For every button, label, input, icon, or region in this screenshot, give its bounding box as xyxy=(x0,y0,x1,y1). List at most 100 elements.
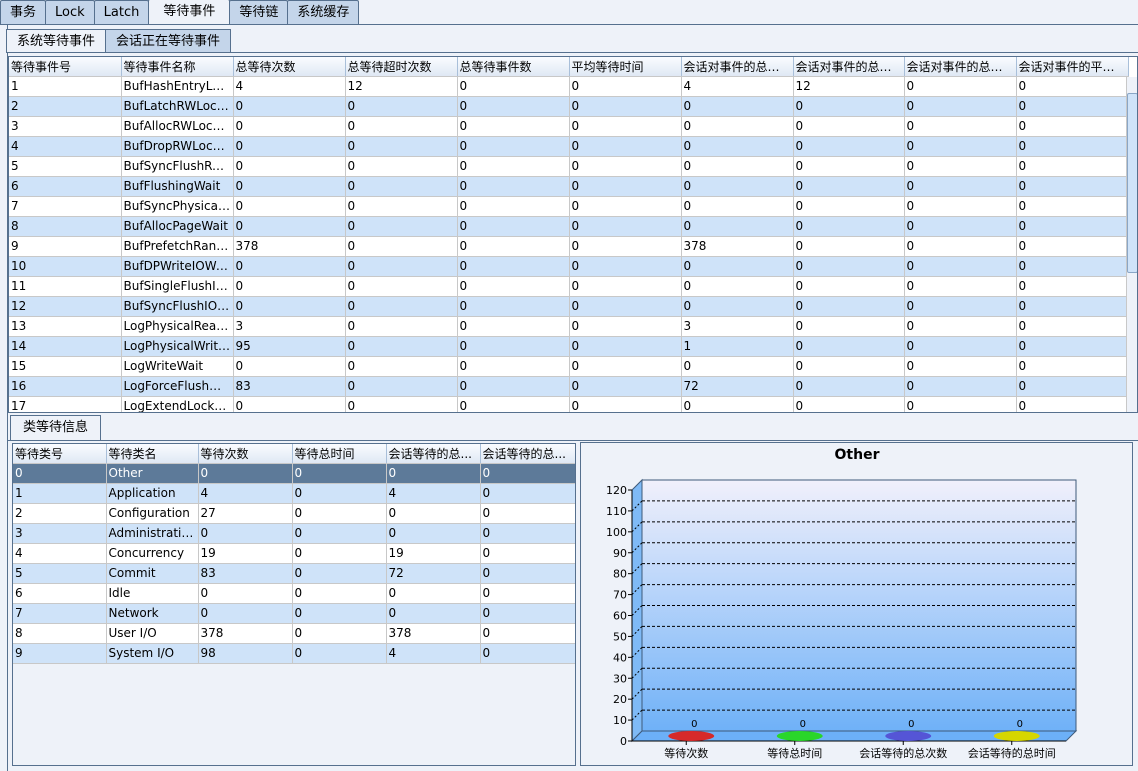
table-cell: 0 xyxy=(345,396,458,412)
column-header[interactable]: 会话对事件的总等... xyxy=(904,57,1017,77)
table-row[interactable]: 2 Configuration 27 0 0 0 xyxy=(13,503,575,524)
column-header[interactable]: 总等待事件数 xyxy=(457,57,570,77)
table-cell: 0 xyxy=(345,376,458,397)
column-header[interactable]: 会话对事件的平均... xyxy=(1016,57,1129,77)
top-tab[interactable]: 等待链 xyxy=(229,0,289,24)
table-cell: 11 xyxy=(9,276,122,297)
x-tick-label: 会话等待的总时间 xyxy=(968,746,1056,760)
table-cell: 0 xyxy=(681,96,794,117)
table-row[interactable]: 9 System I/O 98 0 4 0 xyxy=(13,643,575,664)
top-tab[interactable]: Lock xyxy=(45,0,95,24)
table-cell: 0 xyxy=(292,563,387,584)
table-cell: 4 xyxy=(386,483,481,504)
table-row[interactable]: 10 BufDPWriteIOWait 0 0 0 0 0 0 0 0 xyxy=(9,256,1129,277)
tab-session-waiting-events[interactable]: 会话正在等待事件 xyxy=(105,29,232,52)
column-header[interactable]: 等待类号 xyxy=(13,444,107,464)
table-row[interactable]: 1 BufHashEntryLoc... 4 12 0 0 4 12 0 0 xyxy=(9,76,1129,97)
top-tab[interactable]: Latch xyxy=(93,0,150,24)
table-cell: 0 xyxy=(793,296,905,317)
table-cell: 3 xyxy=(9,116,122,137)
column-header[interactable]: 等待总时间 xyxy=(292,444,387,464)
column-header[interactable]: 总等待次数 xyxy=(233,57,346,77)
column-header[interactable]: 等待事件名称 xyxy=(121,57,234,77)
table-row[interactable]: 4 BufDropRWLock... 0 0 0 0 0 0 0 0 xyxy=(9,136,1129,157)
x-tick-label: 等待次数 xyxy=(664,746,708,760)
table-row[interactable]: 6 BufFlushingWait 0 0 0 0 0 0 0 0 xyxy=(9,176,1129,197)
table-cell: 0 xyxy=(904,396,1017,412)
table-cell: 0 xyxy=(457,216,570,237)
table-row[interactable]: 3 BufAllocRWLock... 0 0 0 0 0 0 0 0 xyxy=(9,116,1129,137)
table-row[interactable]: 4 Concurrency 19 0 19 0 xyxy=(13,543,575,564)
table-row[interactable]: 12 BufSyncFlushIOW... 0 0 0 0 0 0 0 0 xyxy=(9,296,1129,317)
table-row[interactable]: 7 BufSyncPhysicalR... 0 0 0 0 0 0 0 0 xyxy=(9,196,1129,217)
table-row[interactable]: 11 BufSingleFlushIO... 0 0 0 0 0 0 0 0 xyxy=(9,276,1129,297)
x-tick-label: 等待总时间 xyxy=(767,746,822,760)
top-tab[interactable]: 事务 xyxy=(0,0,47,24)
table-cell: 0 xyxy=(569,96,682,117)
table-cell: 0 xyxy=(904,276,1017,297)
tab-system-wait-events[interactable]: 系统等待事件 xyxy=(6,29,107,53)
column-header[interactable]: 总等待超时次数 xyxy=(345,57,458,77)
table-cell: 0 xyxy=(345,136,458,157)
table-cell: 0 xyxy=(457,176,570,197)
scrollbar-thumb[interactable] xyxy=(1127,93,1137,273)
wait-class-table: 等待类号 等待类名 等待次数 等待总时间 会话等待的总... 会话等待的总... 0 Othe… xyxy=(12,443,576,766)
column-header[interactable]: 会话对事件的总等... xyxy=(793,57,905,77)
table-row[interactable]: 3 Administrative 0 0 0 0 xyxy=(13,523,575,544)
table-row[interactable]: 7 Network 0 0 0 0 xyxy=(13,603,575,624)
table-row[interactable]: 17 LogExtendLockWait 0 0 0 0 0 0 0 0 xyxy=(9,396,1129,412)
column-header[interactable]: 等待事件号 xyxy=(9,57,122,77)
table-cell: 0 xyxy=(457,356,570,377)
table-cell: 0 xyxy=(1016,116,1129,137)
table-cell: 0 xyxy=(386,463,481,484)
table-row[interactable]: 15 LogWriteWait 0 0 0 0 0 0 0 0 xyxy=(9,356,1129,377)
table-cell: 0 xyxy=(345,316,458,337)
table-cell: 0 xyxy=(292,483,387,504)
table-cell: 0 xyxy=(793,156,905,177)
table-cell: 0 xyxy=(681,256,794,277)
tab-class-wait-info[interactable]: 类等待信息 xyxy=(10,415,102,441)
table-cell: 0 xyxy=(345,176,458,197)
column-header[interactable]: 会话等待的总... xyxy=(386,444,481,464)
table-cell: 0 xyxy=(386,503,481,524)
table-cell: 0 xyxy=(793,136,905,157)
column-header[interactable]: 等待类名 xyxy=(106,444,199,464)
top-tab[interactable]: 等待事件 xyxy=(148,0,231,24)
table-cell: 0 xyxy=(457,296,570,317)
table-cell: 0 xyxy=(569,256,682,277)
column-header[interactable]: 会话对事件的总等... xyxy=(681,57,794,77)
column-header[interactable]: 等待次数 xyxy=(198,444,293,464)
table-row[interactable]: 6 Idle 0 0 0 0 xyxy=(13,583,575,604)
table-cell: 0 xyxy=(1016,276,1129,297)
table-row[interactable]: 8 User I/O 378 0 378 0 xyxy=(13,623,575,644)
vertical-scrollbar[interactable] xyxy=(1126,77,1137,412)
table-row[interactable]: 0 Other 0 0 0 0 xyxy=(13,463,575,484)
table-row[interactable]: 5 BufSyncFlushRW... 0 0 0 0 0 0 0 0 xyxy=(9,156,1129,177)
left-frame xyxy=(0,0,8,771)
column-header[interactable]: 会话等待的总... xyxy=(480,444,575,464)
table-cell: 72 xyxy=(681,376,794,397)
column-header[interactable]: 平均等待时间 xyxy=(569,57,682,77)
table-cell: 13 xyxy=(9,316,122,337)
table-row[interactable]: 14 LogPhysicalWriteI... 95 0 0 0 1 0 0 0 xyxy=(9,336,1129,357)
table-cell: 0 xyxy=(793,96,905,117)
table-cell: 12 xyxy=(345,76,458,97)
table-row[interactable]: 16 LogForceFlushWait 83 0 0 0 72 0 0 0 xyxy=(9,376,1129,397)
table-row[interactable]: 13 LogPhysicalReadI... 3 0 0 0 3 0 0 0 xyxy=(9,316,1129,337)
table-row[interactable]: 2 BufLatchRWLock... 0 0 0 0 0 0 0 0 xyxy=(9,96,1129,117)
wait-events-table: 等待事件号 等待事件名称 总等待次数 总等待超时次数 总等待事件数 平均等待时间 会话对事件… xyxy=(8,56,1138,413)
table-cell: 0 xyxy=(345,156,458,177)
top-tab[interactable]: 系统缓存 xyxy=(287,0,360,24)
data-label: 0 xyxy=(908,719,914,730)
table-cell: 10 xyxy=(9,256,122,277)
table-row[interactable]: 5 Commit 83 0 72 0 xyxy=(13,563,575,584)
table-cell: 0 xyxy=(1016,96,1129,117)
table-cell: 0 xyxy=(569,296,682,317)
table-row[interactable]: 1 Application 4 0 4 0 xyxy=(13,483,575,504)
table-cell: 378 xyxy=(386,623,481,644)
table-row[interactable]: 8 BufAllocPageWait 0 0 0 0 0 0 0 0 xyxy=(9,216,1129,237)
table-cell: 0 xyxy=(345,276,458,297)
table-row[interactable]: 9 BufPrefetchRange... 378 0 0 0 378 0 0 0 xyxy=(9,236,1129,257)
table-cell: 83 xyxy=(233,376,346,397)
table-cell: 0 xyxy=(793,336,905,357)
